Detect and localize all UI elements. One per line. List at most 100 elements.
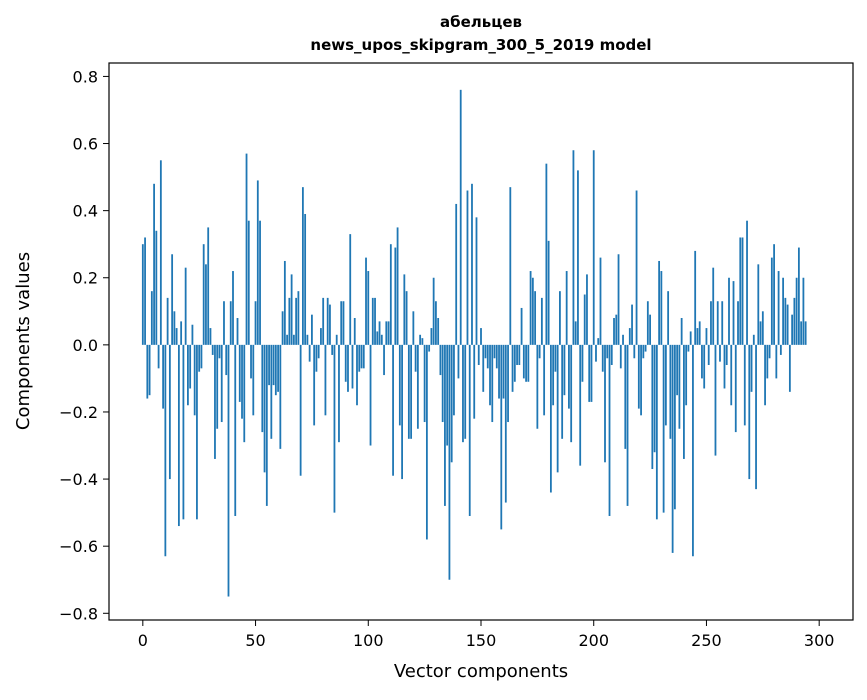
bar <box>595 344 597 362</box>
bar <box>387 321 390 345</box>
bar <box>507 344 509 423</box>
bar <box>800 321 803 345</box>
bar <box>441 344 444 423</box>
bar <box>489 344 491 406</box>
bar <box>171 254 174 345</box>
bar <box>385 321 388 345</box>
bar <box>680 318 683 345</box>
bar <box>491 344 494 423</box>
chart-title-line1: абельцев <box>440 13 522 31</box>
bar <box>457 344 460 379</box>
bar <box>200 344 203 369</box>
bar <box>513 344 516 382</box>
bar <box>628 328 631 345</box>
bar <box>579 344 582 466</box>
bar <box>631 304 633 345</box>
bar <box>182 344 185 520</box>
bar <box>791 314 794 345</box>
bar <box>696 328 699 345</box>
bar <box>719 344 721 362</box>
bar <box>455 203 458 345</box>
bar <box>214 344 216 459</box>
bar <box>459 89 462 345</box>
bar <box>577 170 579 345</box>
bar <box>220 344 223 423</box>
bar <box>608 344 611 516</box>
bar <box>599 257 602 345</box>
bar <box>166 297 169 345</box>
bar <box>653 344 656 453</box>
bar <box>252 344 255 416</box>
bar <box>301 187 304 345</box>
bar <box>261 344 264 433</box>
bar <box>259 220 261 345</box>
bar <box>556 344 559 473</box>
bar <box>619 344 622 369</box>
bar <box>669 344 672 439</box>
y-tick-label: 0.4 <box>73 202 98 221</box>
bar <box>202 244 205 345</box>
y-tick-label: 0.2 <box>73 269 98 288</box>
bar <box>615 314 618 345</box>
bar <box>306 334 309 345</box>
bar <box>410 344 413 439</box>
bar <box>687 344 690 352</box>
bar <box>701 344 703 379</box>
bar <box>218 344 221 359</box>
bar <box>673 344 676 510</box>
bar <box>545 163 548 345</box>
bar <box>547 240 550 345</box>
bar <box>493 344 496 359</box>
bar <box>606 344 609 359</box>
bar <box>286 334 289 345</box>
bar <box>500 344 503 530</box>
bar <box>495 344 498 369</box>
bar <box>748 344 751 480</box>
bar <box>568 344 570 409</box>
bar <box>247 220 250 345</box>
bar <box>583 294 586 345</box>
bar <box>613 318 615 345</box>
bar <box>329 304 331 345</box>
bar <box>299 344 302 476</box>
bar <box>477 344 480 365</box>
bar <box>175 328 178 345</box>
bar <box>473 344 476 419</box>
bar <box>655 344 658 520</box>
bar <box>486 344 489 369</box>
bar <box>198 344 201 372</box>
bar <box>678 344 681 429</box>
bar <box>529 271 532 345</box>
bar <box>232 271 234 345</box>
bar <box>380 334 383 345</box>
bar <box>274 344 277 396</box>
bar <box>191 324 194 345</box>
x-tick-label: 50 <box>245 631 265 650</box>
bar <box>189 344 192 389</box>
bar <box>356 344 358 406</box>
bar <box>369 344 372 446</box>
bar <box>229 301 232 345</box>
bar <box>728 277 730 345</box>
bar <box>268 344 270 386</box>
bar <box>626 344 629 506</box>
bar <box>290 274 293 345</box>
bar <box>308 344 311 362</box>
bar <box>549 344 552 493</box>
bar <box>243 344 246 443</box>
bar <box>238 344 241 402</box>
bar <box>710 301 712 345</box>
bar <box>263 344 266 473</box>
bar <box>265 344 268 506</box>
bar <box>509 187 512 345</box>
bar <box>164 344 167 557</box>
bar <box>450 344 453 463</box>
bar <box>416 344 419 429</box>
bar <box>766 344 769 379</box>
bar <box>777 271 780 345</box>
bar <box>737 301 739 345</box>
bar <box>538 344 541 359</box>
bar <box>471 183 473 345</box>
